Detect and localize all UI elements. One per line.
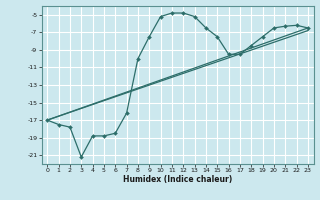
X-axis label: Humidex (Indice chaleur): Humidex (Indice chaleur) xyxy=(123,175,232,184)
